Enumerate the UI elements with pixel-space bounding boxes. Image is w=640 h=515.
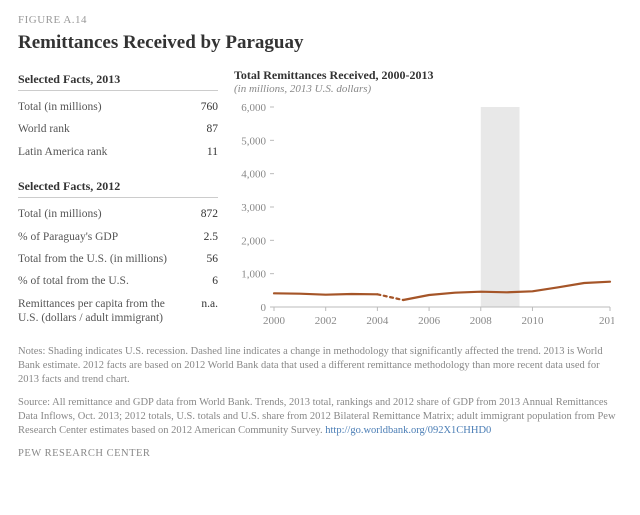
chart-subtitle: (in millions, 2013 U.S. dollars) xyxy=(234,83,622,95)
svg-text:2,000: 2,000 xyxy=(241,235,266,247)
source-link[interactable]: http://go.worldbank.org/092X1CHHD0 xyxy=(325,425,491,436)
fact-value: n.a. xyxy=(201,297,218,326)
svg-text:6,000: 6,000 xyxy=(241,102,266,114)
fact-label: Total from the U.S. (in millions) xyxy=(18,252,167,266)
notes-p1: Notes: Shading indicates U.S. recession.… xyxy=(18,345,622,388)
fact-value: 2.5 xyxy=(204,230,218,244)
svg-text:2013: 2013 xyxy=(599,315,614,327)
svg-text:0: 0 xyxy=(261,302,267,314)
fact-label: % of total from the U.S. xyxy=(18,274,129,288)
fact-row: Remittances per capita from the U.S. (do… xyxy=(18,293,218,330)
fact-label: Total (in millions) xyxy=(18,100,102,114)
fact-row: % of Paraguay's GDP 2.5 xyxy=(18,226,218,248)
chart-title: Total Remittances Received, 2000-2013 xyxy=(234,68,622,83)
svg-text:2002: 2002 xyxy=(315,315,337,327)
fact-label: World rank xyxy=(18,122,70,136)
facts-2013-body: Total (in millions) 760 World rank 87 Latin … xyxy=(18,96,218,163)
svg-text:2000: 2000 xyxy=(263,315,286,327)
fact-value: 6 xyxy=(212,274,218,288)
fact-value: 56 xyxy=(207,252,219,266)
svg-text:2006: 2006 xyxy=(418,315,441,327)
notes-p2-text: Source: All remittance and GDP data from… xyxy=(18,397,616,436)
fact-row: % of total from the U.S. 6 xyxy=(18,270,218,292)
fact-value: 87 xyxy=(207,122,219,136)
chart-column: Total Remittances Received, 2000-2013 (i… xyxy=(234,68,622,331)
fact-label: Latin America rank xyxy=(18,145,107,159)
svg-text:2008: 2008 xyxy=(470,315,493,327)
fact-row: Latin America rank 11 xyxy=(18,141,218,163)
fact-row: Total from the U.S. (in millions) 56 xyxy=(18,248,218,270)
notes-block: Notes: Shading indicates U.S. recession.… xyxy=(18,345,622,438)
svg-text:5,000: 5,000 xyxy=(241,135,266,147)
facts-2012-header: Selected Facts, 2012 xyxy=(18,179,218,198)
fact-row: Total (in millions) 760 xyxy=(18,96,218,118)
page-title: Remittances Received by Paraguay xyxy=(18,32,622,54)
fact-label: Remittances per capita from the U.S. (do… xyxy=(18,297,168,326)
svg-text:2004: 2004 xyxy=(366,315,389,327)
svg-text:4,000: 4,000 xyxy=(241,169,266,181)
chart-area: 0 1,000 2,000 3,000 4,000 5,000 6,000 2000 2002 2… xyxy=(234,99,614,331)
fact-row: Total (in millions) 872 xyxy=(18,203,218,225)
fact-label: % of Paraguay's GDP xyxy=(18,230,118,244)
svg-text:1,000: 1,000 xyxy=(241,269,266,281)
fact-value: 872 xyxy=(201,207,218,221)
facts-column: Selected Facts, 2013 Total (in millions)… xyxy=(18,68,218,331)
footer-brand: PEW RESEARCH CENTER xyxy=(18,448,622,459)
fact-label: Total (in millions) xyxy=(18,207,102,221)
facts-2013-header: Selected Facts, 2013 xyxy=(18,72,218,91)
fact-value: 11 xyxy=(207,145,218,159)
svg-text:2010: 2010 xyxy=(521,315,544,327)
fact-value: 760 xyxy=(201,100,218,114)
content-row: Selected Facts, 2013 Total (in millions)… xyxy=(18,68,622,331)
fact-row: World rank 87 xyxy=(18,118,218,140)
facts-2012-body: Total (in millions) 872 % of Paraguay's GD… xyxy=(18,203,218,329)
line-chart-svg: 0 1,000 2,000 3,000 4,000 5,000 6,000 2000 2002 2… xyxy=(234,99,614,331)
figure-label: FIGURE A.14 xyxy=(18,14,622,26)
notes-p2: Source: All remittance and GDP data from… xyxy=(18,396,622,439)
svg-text:3,000: 3,000 xyxy=(241,202,266,214)
